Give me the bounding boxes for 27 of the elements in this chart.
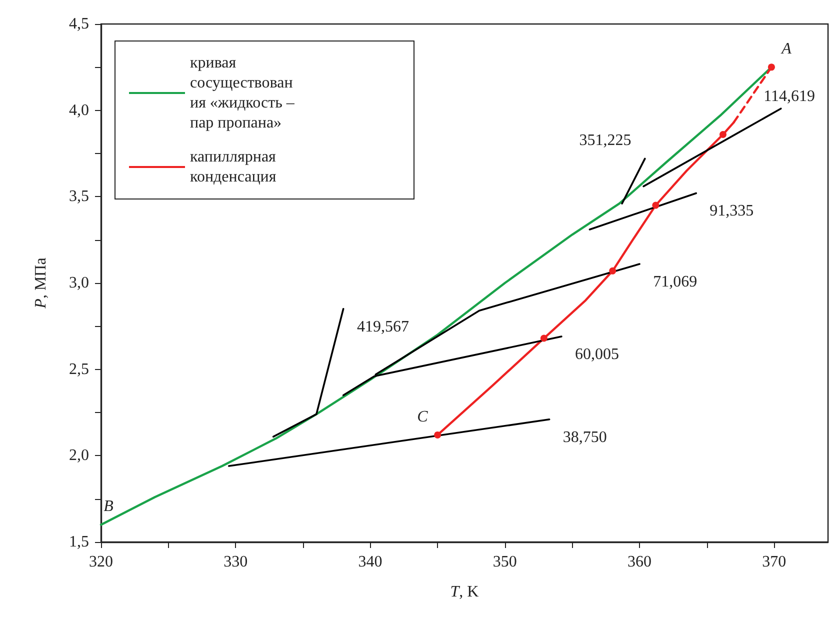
x-tick-label: 330 (224, 554, 248, 570)
annotation: 71,069 (653, 274, 698, 291)
legend-label: капиллярная конденсация (190, 148, 280, 186)
y-tick-label: 2,0 (69, 447, 89, 464)
y-tick-label: 2,5 (69, 360, 89, 378)
legend-label: кривая сосуществования «жидкость – пар пропана» (190, 54, 298, 132)
x-tick-label: 320 (89, 554, 113, 570)
y-tick-label: 1,5 (69, 534, 89, 550)
y-tick-label: 4,0 (69, 102, 89, 119)
annotation: B (104, 498, 114, 516)
annotation: 351,225 (579, 132, 632, 150)
annotation: 60,005 (575, 346, 620, 364)
annotation: C (417, 408, 428, 426)
y-tick-label: 3,0 (69, 274, 89, 292)
y-axis-title: P, МПа (32, 258, 50, 310)
x-tick-label: 370 (762, 554, 786, 570)
x-tick-label: 350 (492, 554, 517, 570)
annotation: 114,619 (764, 88, 816, 106)
y-tick-label: 3,5 (69, 188, 89, 206)
annotation: 38,750 (562, 428, 607, 446)
y-tick-label: 4,5 (69, 16, 89, 32)
annotation: 91,335 (710, 202, 754, 220)
x-tick-label: 360 (628, 554, 652, 570)
x-axis-title: T, K (450, 584, 480, 600)
x-tick-label: 340 (358, 554, 382, 570)
annotation: A (780, 40, 792, 58)
annotation: 419,567 (357, 318, 410, 336)
